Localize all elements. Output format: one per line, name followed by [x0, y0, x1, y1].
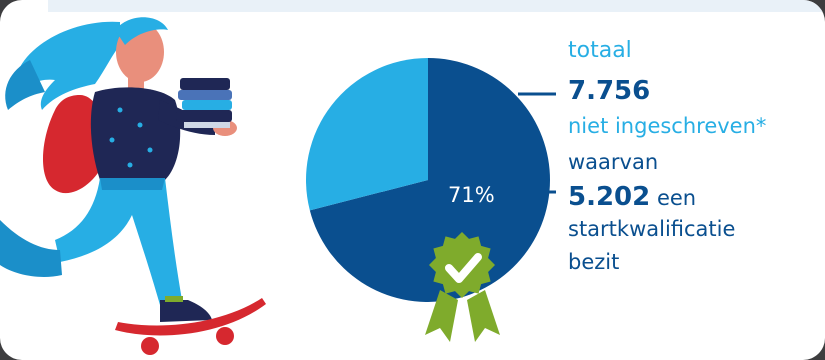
pie-slice-0 — [309, 58, 550, 302]
hair-top — [115, 17, 168, 45]
subset-value-line: 5.202 een — [568, 184, 696, 210]
total-subtitle: niet ingeschreven* — [568, 114, 767, 138]
pants — [55, 178, 182, 305]
wheel-1 — [141, 337, 159, 355]
student-skateboard-illustration — [0, 17, 266, 355]
hair — [15, 21, 121, 110]
sweater — [90, 87, 181, 180]
shoe — [160, 300, 212, 322]
back-leg — [0, 220, 62, 277]
subset-label-1: een — [656, 186, 697, 210]
hair-strand — [5, 60, 46, 110]
pie-slice-1 — [305, 58, 428, 211]
subset-label-2: startkwalificatie — [568, 217, 736, 241]
pie-percent-label: 71% — [448, 183, 495, 207]
total-label: totaal — [568, 38, 632, 63]
subset-intro: waarvan — [568, 150, 659, 174]
subset-value: 5.202 — [568, 182, 651, 212]
subset-label-3: bezit — [568, 250, 620, 274]
pie-ring — [302, 54, 554, 306]
check-badge-icon — [425, 232, 500, 342]
total-value: 7.756 — [568, 76, 651, 106]
skateboard — [115, 298, 266, 336]
top-band — [48, 0, 825, 12]
books-stack — [176, 78, 232, 128]
wheel-2 — [216, 327, 234, 345]
